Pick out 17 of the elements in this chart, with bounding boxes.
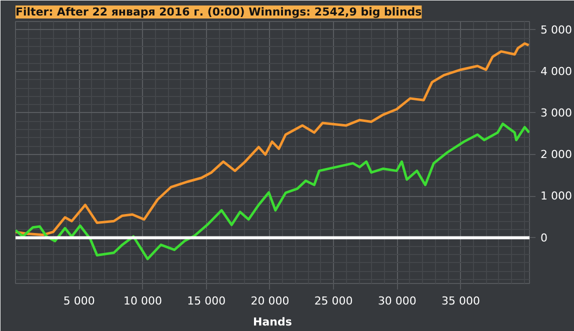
x-tick-label: 5 000 xyxy=(63,294,95,308)
chart-title: Filter: After 22 января 2016 г. (0:00) Winnings: 2542,9 big blinds xyxy=(16,6,422,18)
y-tick-label: 2 000 xyxy=(540,148,572,162)
x-tick-label: 25 000 xyxy=(314,294,353,308)
x-tick-label: 15 000 xyxy=(187,294,226,308)
line-series xyxy=(16,42,530,236)
x-tick-label: 30 000 xyxy=(378,294,416,308)
x-axis-title: Hands xyxy=(253,316,292,328)
x-tick-label: 20 000 xyxy=(250,294,290,308)
line-series xyxy=(16,122,530,260)
y-tick-label: 0 xyxy=(540,231,548,244)
y-tick-label: 1 000 xyxy=(540,190,572,203)
y-tick-label: 3 000 xyxy=(540,106,572,120)
y-tick-label: 4 000 xyxy=(540,64,572,78)
x-tick-label: 10 000 xyxy=(123,294,162,308)
x-tick-label: 35 000 xyxy=(442,294,480,308)
y-tick-label: 5 000 xyxy=(540,23,572,36)
